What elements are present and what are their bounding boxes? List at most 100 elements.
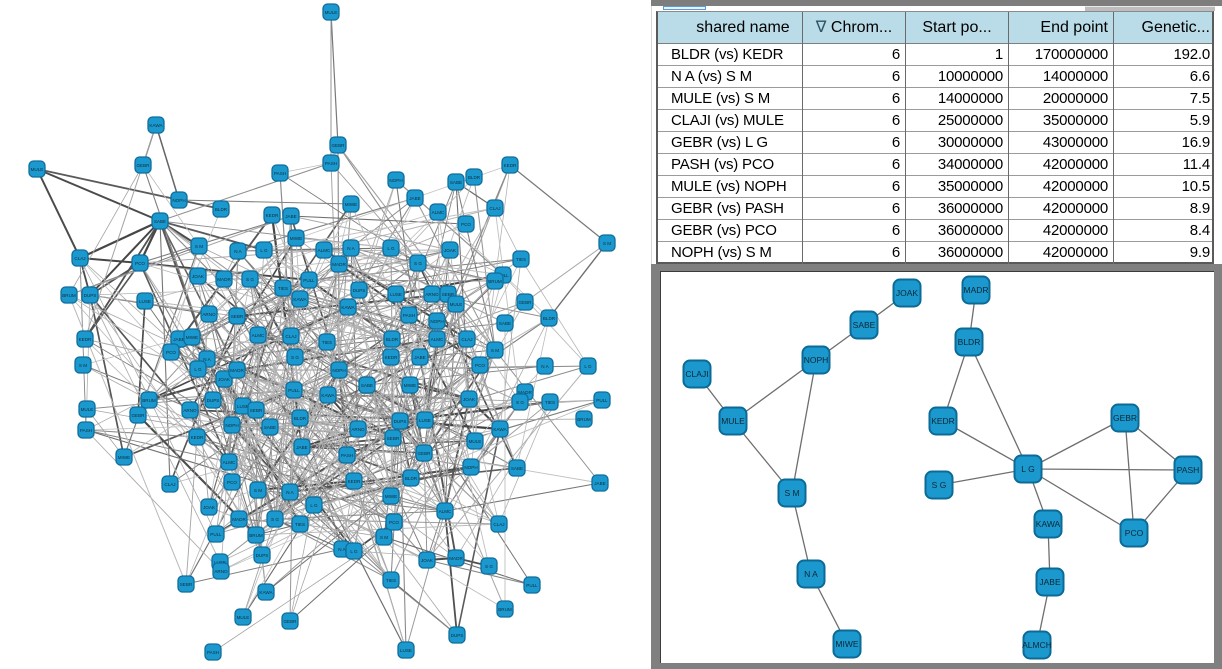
- svg-text:MIWE: MIWE: [186, 335, 199, 340]
- svg-text:N A: N A: [541, 364, 549, 369]
- svg-text:SEBR: SEBR: [231, 314, 244, 319]
- svg-text:GEBR: GEBR: [417, 451, 431, 456]
- svg-text:SEBR: SEBR: [250, 408, 263, 413]
- svg-text:DUPS: DUPS: [353, 288, 366, 293]
- svg-text:S M: S M: [79, 363, 87, 368]
- svg-text:CLAJ: CLAJ: [164, 482, 175, 487]
- svg-text:KAWA: KAWA: [149, 123, 163, 128]
- svg-text:ARNO: ARNO: [351, 427, 365, 432]
- svg-text:ARNO: ARNO: [202, 312, 216, 317]
- svg-text:MIWE: MIWE: [118, 455, 131, 460]
- svg-text:LUSE: LUSE: [419, 418, 431, 423]
- svg-text:DUPS: DUPS: [256, 553, 269, 558]
- svg-text:KEDR: KEDR: [266, 213, 279, 218]
- svg-text:KAWA: KAWA: [321, 393, 335, 398]
- svg-text:TIES: TIES: [278, 286, 288, 291]
- svg-text:SEBR: SEBR: [180, 582, 193, 587]
- svg-text:S M: S M: [254, 488, 262, 493]
- svg-text:MIWE: MIWE: [835, 639, 858, 649]
- svg-text:MADR: MADR: [332, 262, 346, 267]
- svg-text:DUPS: DUPS: [451, 633, 464, 638]
- svg-text:KEDR: KEDR: [348, 479, 361, 484]
- svg-text:L G: L G: [350, 549, 358, 554]
- svg-text:ALMC: ALMC: [252, 333, 265, 338]
- svg-text:SABE: SABE: [264, 425, 276, 430]
- svg-text:PASH: PASH: [274, 171, 286, 176]
- svg-text:N A: N A: [347, 246, 355, 251]
- svg-text:BRUM: BRUM: [62, 293, 76, 298]
- svg-text:TIES: TIES: [386, 578, 396, 583]
- svg-text:CLAJ: CLAJ: [461, 337, 472, 342]
- svg-text:JABE: JABE: [594, 481, 606, 486]
- svg-text:MIWE: MIWE: [290, 236, 303, 241]
- svg-text:S G: S G: [271, 517, 279, 522]
- svg-text:KEDR: KEDR: [79, 337, 92, 342]
- svg-text:SABE: SABE: [361, 383, 373, 388]
- svg-text:BRUM: BRUM: [249, 533, 263, 538]
- svg-text:NOPH: NOPH: [225, 423, 238, 428]
- svg-text:KEDR: KEDR: [504, 163, 517, 168]
- svg-text:ALMCH: ALMCH: [1022, 640, 1052, 650]
- svg-text:S M: S M: [491, 348, 499, 353]
- svg-text:SABE: SABE: [450, 180, 462, 185]
- svg-text:SABE: SABE: [511, 466, 523, 471]
- svg-text:JOAK: JOAK: [444, 248, 457, 253]
- svg-text:CLAJ: CLAJ: [285, 334, 296, 339]
- svg-text:MADR: MADR: [449, 556, 463, 561]
- svg-text:PCO: PCO: [389, 520, 399, 525]
- svg-text:DUPS: DUPS: [84, 293, 97, 298]
- svg-text:DUPS: DUPS: [394, 419, 407, 424]
- svg-text:ALMC: ALMC: [432, 210, 445, 215]
- svg-text:TIES: TIES: [545, 400, 555, 405]
- svg-text:S G: S G: [485, 564, 493, 569]
- svg-text:JABE: JABE: [1039, 577, 1061, 587]
- svg-text:BRUM: BRUM: [577, 417, 591, 422]
- svg-text:PASH: PASH: [403, 313, 415, 318]
- svg-text:L G: L G: [310, 503, 318, 508]
- svg-text:MULE: MULE: [31, 167, 44, 172]
- svg-text:KAWA: KAWA: [341, 305, 355, 310]
- svg-text:PCO: PCO: [475, 363, 485, 368]
- svg-text:BLDR: BLDR: [468, 175, 481, 180]
- svg-text:S G: S G: [516, 400, 524, 405]
- svg-text:MADR: MADR: [963, 285, 988, 295]
- svg-text:LUSE: LUSE: [139, 299, 151, 304]
- svg-text:KAWA: KAWA: [259, 590, 273, 595]
- svg-text:MULE: MULE: [81, 407, 94, 412]
- svg-text:BLDR: BLDR: [405, 476, 418, 481]
- svg-text:JABE: JABE: [285, 214, 297, 219]
- svg-text:MIWE: MIWE: [404, 383, 417, 388]
- svg-text:LUSE: LUSE: [390, 292, 402, 297]
- svg-text:JABE: JABE: [296, 445, 308, 450]
- svg-text:GEBR: GEBR: [518, 300, 532, 305]
- svg-text:CLAJ: CLAJ: [74, 256, 85, 261]
- svg-text:PCO: PCO: [461, 222, 471, 227]
- svg-text:CLAJI: CLAJI: [685, 369, 708, 379]
- svg-text:NOPH: NOPH: [464, 465, 477, 470]
- svg-text:L G: L G: [1021, 464, 1034, 474]
- svg-text:N A: N A: [338, 547, 346, 552]
- svg-text:MULE: MULE: [450, 302, 463, 307]
- svg-text:LUSE: LUSE: [214, 560, 226, 565]
- svg-text:PCO: PCO: [166, 350, 176, 355]
- svg-text:MIWE: MIWE: [385, 494, 398, 499]
- svg-text:S M: S M: [603, 241, 611, 246]
- svg-text:MULE: MULE: [237, 615, 250, 620]
- svg-text:PULL: PULL: [596, 398, 608, 403]
- svg-text:MADR: MADR: [217, 277, 231, 282]
- svg-text:CLAJ: CLAJ: [489, 206, 500, 211]
- svg-text:PULL: PULL: [288, 388, 300, 393]
- svg-text:ALMC: ALMC: [439, 509, 452, 514]
- svg-text:BLDR: BLDR: [294, 416, 307, 421]
- svg-text:KAWA: KAWA: [493, 427, 507, 432]
- svg-text:MIWE: MIWE: [345, 202, 358, 207]
- svg-text:KEDR: KEDR: [385, 355, 398, 360]
- svg-text:JOAK: JOAK: [463, 397, 476, 402]
- svg-text:NOPH: NOPH: [172, 198, 185, 203]
- svg-text:L G: L G: [194, 367, 202, 372]
- svg-text:BLDR: BLDR: [958, 337, 981, 347]
- svg-text:GEBR: GEBR: [331, 143, 345, 148]
- svg-text:SABE: SABE: [853, 320, 876, 330]
- svg-text:NOPH: NOPH: [430, 319, 443, 324]
- svg-text:TIES: TIES: [295, 522, 305, 527]
